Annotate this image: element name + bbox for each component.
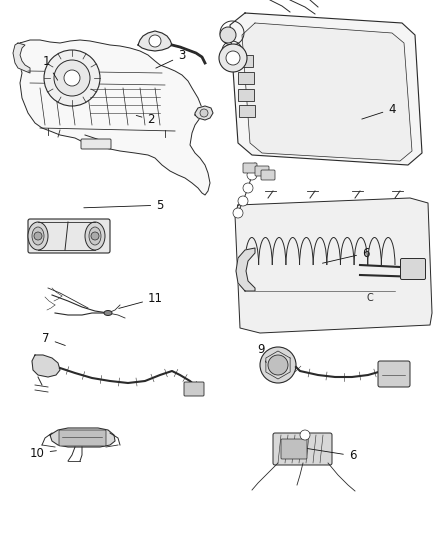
Polygon shape	[235, 198, 432, 333]
Circle shape	[238, 196, 248, 206]
FancyBboxPatch shape	[81, 139, 111, 149]
FancyBboxPatch shape	[184, 382, 204, 396]
FancyBboxPatch shape	[281, 439, 307, 459]
Polygon shape	[32, 355, 60, 377]
Text: 9: 9	[257, 343, 266, 362]
Text: 5: 5	[84, 199, 163, 212]
Circle shape	[260, 347, 296, 383]
Polygon shape	[238, 89, 254, 101]
Polygon shape	[13, 43, 30, 73]
Polygon shape	[50, 428, 115, 447]
FancyBboxPatch shape	[59, 430, 106, 446]
Ellipse shape	[89, 227, 101, 245]
FancyBboxPatch shape	[255, 166, 269, 176]
Circle shape	[233, 208, 243, 218]
Text: 1: 1	[42, 55, 58, 80]
Ellipse shape	[104, 311, 112, 316]
Circle shape	[268, 355, 288, 375]
Ellipse shape	[32, 227, 44, 245]
FancyBboxPatch shape	[273, 433, 332, 465]
Circle shape	[220, 27, 236, 43]
FancyBboxPatch shape	[400, 259, 425, 279]
Circle shape	[226, 51, 240, 65]
Polygon shape	[242, 23, 412, 161]
Polygon shape	[236, 248, 255, 291]
Ellipse shape	[28, 222, 48, 250]
Text: 2: 2	[136, 114, 155, 126]
Text: 11: 11	[119, 292, 163, 309]
Ellipse shape	[85, 222, 105, 250]
Circle shape	[44, 50, 100, 106]
Polygon shape	[230, 13, 422, 165]
Circle shape	[300, 430, 310, 440]
Text: 6: 6	[322, 247, 370, 263]
Polygon shape	[138, 31, 172, 51]
Text: 7: 7	[42, 332, 65, 345]
Polygon shape	[237, 55, 253, 67]
Circle shape	[34, 232, 42, 240]
Circle shape	[149, 35, 161, 47]
FancyBboxPatch shape	[28, 219, 110, 253]
FancyBboxPatch shape	[378, 361, 410, 387]
Polygon shape	[237, 72, 254, 84]
Circle shape	[219, 44, 247, 72]
Polygon shape	[195, 106, 213, 120]
Circle shape	[91, 232, 99, 240]
Circle shape	[64, 70, 80, 86]
Circle shape	[54, 60, 90, 96]
Circle shape	[200, 109, 208, 117]
Text: 10: 10	[30, 447, 57, 459]
Text: 3: 3	[156, 50, 185, 68]
Text: 4: 4	[362, 103, 396, 119]
Circle shape	[243, 183, 253, 193]
FancyBboxPatch shape	[261, 170, 275, 180]
FancyBboxPatch shape	[243, 163, 257, 173]
Text: 6: 6	[305, 448, 357, 462]
Polygon shape	[239, 105, 254, 117]
Text: C: C	[367, 293, 373, 303]
Circle shape	[247, 170, 257, 180]
Polygon shape	[18, 40, 210, 195]
